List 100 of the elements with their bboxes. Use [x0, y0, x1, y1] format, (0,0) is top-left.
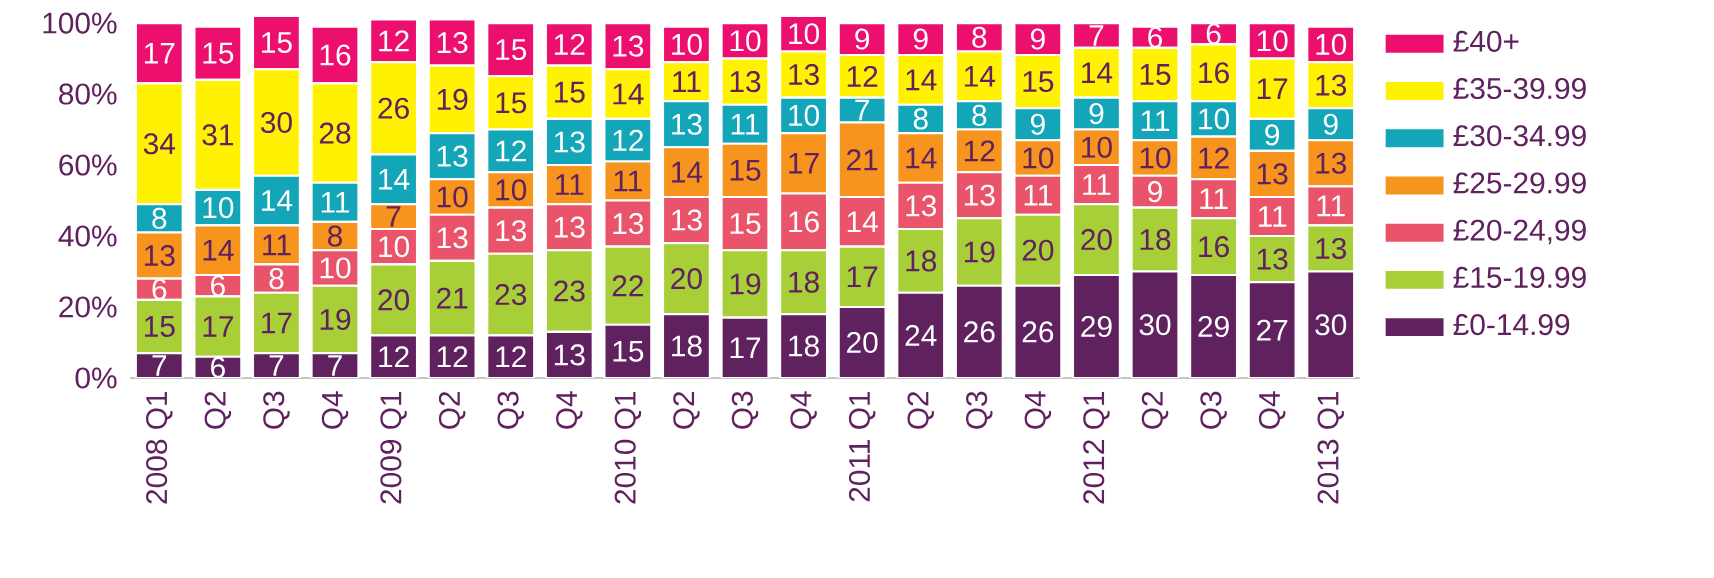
data-label: 9	[855, 28, 870, 50]
data-label: 7	[386, 206, 401, 227]
data-label: 7	[1089, 25, 1104, 46]
data-label: 21	[847, 149, 878, 171]
data-label: 26	[378, 97, 409, 119]
data-label: 12	[613, 129, 643, 151]
data-label: 12	[847, 65, 878, 87]
data-label: 31	[202, 124, 234, 146]
data-label: 24	[905, 324, 937, 346]
data-label: 14	[847, 211, 878, 233]
data-label: 10	[789, 23, 820, 45]
x-tick-label: 2013 Q1	[1317, 391, 1344, 504]
data-label: 6	[1148, 26, 1163, 48]
legend-label: £20-24,99	[1453, 219, 1586, 245]
data-label: 6	[1206, 23, 1221, 45]
data-label: 20	[1022, 239, 1054, 261]
data-label: 7	[328, 355, 342, 376]
x-tick-label: Q2	[204, 391, 232, 429]
data-label: 23	[554, 280, 585, 302]
x-tick-label: 2008 Q1	[146, 391, 173, 504]
legend-label: £30-34.99	[1453, 125, 1586, 147]
data-label: 15	[730, 159, 761, 181]
y-tick-label: 60%	[59, 154, 117, 176]
data-label: 13	[437, 32, 468, 54]
x-tick-label: 2010 Q1	[614, 391, 642, 504]
data-label: 15	[1023, 71, 1054, 93]
data-label: 12	[554, 33, 585, 55]
data-label: 16	[1199, 236, 1229, 258]
data-label: 19	[730, 273, 761, 295]
data-label: 8	[269, 268, 284, 290]
data-label: 8	[972, 26, 987, 48]
data-label: 10	[730, 30, 761, 52]
data-label: 10	[379, 236, 410, 258]
data-label: 29	[1198, 315, 1229, 338]
x-tick-label: Q3	[1200, 391, 1227, 429]
data-label: 34	[143, 133, 176, 155]
data-label: 10	[789, 104, 820, 126]
data-label: 12	[379, 30, 409, 52]
legend-label: £25-29.99	[1453, 172, 1586, 194]
data-label: 8	[328, 225, 343, 247]
data-label: 18	[789, 271, 819, 293]
data-label: 15	[262, 32, 292, 54]
data-label: 6	[152, 278, 167, 300]
data-label: 30	[1315, 314, 1347, 336]
data-label: 10	[1023, 147, 1054, 169]
x-tick-label: Q4	[321, 391, 349, 429]
data-label: 13	[672, 209, 702, 231]
data-label: 10	[1082, 136, 1112, 158]
data-label: 16	[789, 211, 819, 233]
data-label: 11	[1141, 110, 1170, 131]
data-label: 8	[152, 207, 167, 229]
y-tick-label: 0%	[75, 367, 117, 389]
data-label: 13	[789, 63, 819, 86]
x-tick-label: Q4	[1258, 391, 1286, 429]
data-label: 17	[262, 312, 292, 334]
data-label: 10	[496, 179, 527, 201]
data-label: 10	[1257, 30, 1288, 52]
data-label: 7	[269, 355, 284, 376]
data-label: 13	[1316, 237, 1347, 260]
data-label: 13	[1316, 74, 1347, 96]
data-label: 11	[673, 71, 701, 92]
legend-label: £15-19.99	[1453, 266, 1586, 288]
legend-label: £35-39.99	[1453, 77, 1586, 100]
data-label: 13	[1257, 163, 1288, 185]
data-label: 15	[613, 340, 644, 362]
data-label: 20	[1081, 229, 1112, 251]
data-label: 9	[1030, 113, 1045, 135]
data-label: 13	[554, 131, 585, 153]
data-label: 30	[260, 111, 292, 134]
data-label: 27	[1257, 319, 1288, 341]
data-label: 11	[1024, 184, 1052, 206]
data-label: 28	[319, 122, 351, 144]
data-label: 13	[1316, 152, 1347, 174]
data-label: 18	[672, 335, 702, 357]
data-label: 13	[1257, 248, 1288, 270]
data-label: 10	[1199, 108, 1230, 130]
x-tick-label: Q2	[907, 391, 934, 429]
x-tick-label: Q4	[790, 391, 817, 429]
data-label: 17	[789, 152, 819, 174]
data-label: 13	[672, 113, 702, 135]
data-label: 10	[1316, 33, 1347, 55]
data-label: 8	[913, 108, 928, 130]
bar	[1247, 281, 1297, 378]
data-label: 12	[437, 346, 468, 368]
data-label: 13	[437, 227, 468, 249]
data-label: 17	[847, 266, 878, 288]
data-label: 13	[613, 213, 644, 235]
data-label: 15	[203, 42, 234, 64]
data-label: 21	[437, 287, 468, 309]
data-label: 17	[144, 42, 175, 64]
x-tick-label: 2012 Q1	[1083, 391, 1110, 504]
y-tick-label: 20%	[59, 296, 117, 318]
data-label: 30	[1139, 314, 1171, 336]
x-tick-label: Q3	[263, 391, 290, 429]
data-label: 18	[906, 250, 937, 272]
data-label: 14	[379, 168, 410, 190]
x-tick-label: Q2	[673, 391, 700, 429]
data-label: 15	[1140, 64, 1171, 85]
data-label: 10	[672, 33, 702, 55]
data-label: 16	[320, 44, 351, 66]
